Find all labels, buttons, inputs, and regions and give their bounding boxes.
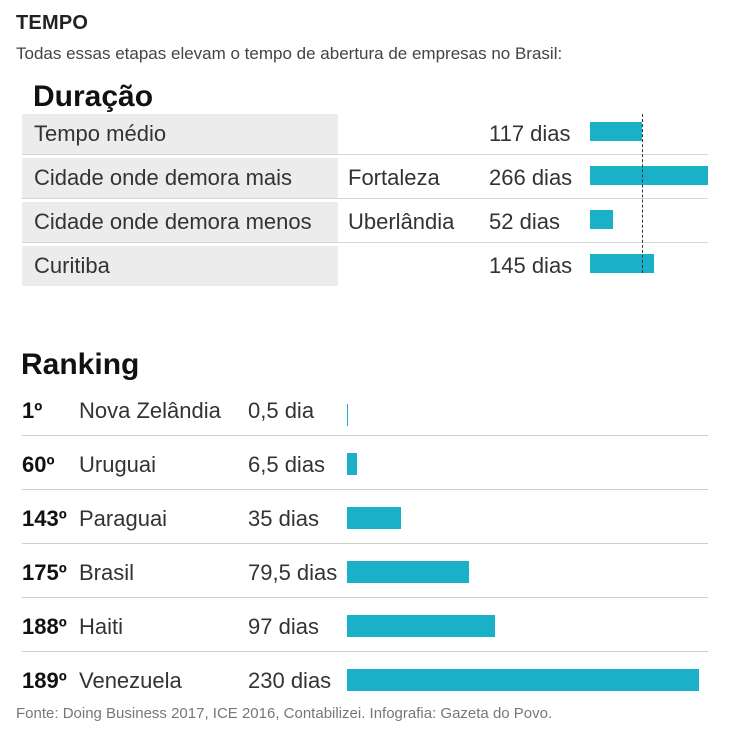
ranking-title: Ranking <box>21 348 140 381</box>
ranking-separator <box>22 435 708 436</box>
duration-row-days: 266 dias <box>489 165 573 190</box>
ranking-position: 188º <box>22 614 67 639</box>
duration-bar <box>590 254 655 273</box>
row-shade <box>22 246 338 286</box>
ranking-position: 143º <box>22 506 67 531</box>
duration-bar <box>590 122 642 141</box>
ranking-separator <box>22 597 708 598</box>
ranking-country: Uruguai <box>79 452 157 477</box>
ranking-bar <box>347 404 348 426</box>
duration-row: Cidade onde demora mais Fortaleza 266 dias <box>22 158 708 199</box>
ranking-bar <box>347 507 401 529</box>
row-shade <box>22 158 338 198</box>
ranking-days: 230 dias <box>248 668 332 693</box>
ranking-position: 189º <box>22 668 67 693</box>
ranking-country: Haiti <box>79 614 124 639</box>
source-note: Fonte: Doing Business 2017, ICE 2016, Co… <box>16 705 553 722</box>
duration-row-days: 117 dias <box>489 121 571 146</box>
average-reference-line <box>641 114 643 273</box>
ranking-row: 1º Nova Zelândia 0,5 dia <box>22 384 708 437</box>
duration-bar <box>590 210 614 229</box>
ranking-days: 0,5 dia <box>248 398 315 423</box>
ranking-bar <box>347 615 496 637</box>
duration-row: Curitiba 145 dias <box>22 246 708 286</box>
row-shade <box>22 202 338 242</box>
ranking-country: Paraguai <box>79 506 168 531</box>
duration-row-days: 145 dias <box>489 253 573 278</box>
ranking-bar <box>347 561 469 583</box>
duration-row-city: Fortaleza <box>348 165 440 190</box>
ranking-row: 143º Paraguai 35 dias <box>22 492 708 545</box>
duration-row: Tempo médio 117 dias <box>22 114 708 155</box>
duration-row-city: Uberlândia <box>348 209 455 234</box>
ranking-country: Brasil <box>79 560 135 585</box>
chart-subtitle: Todas essas etapas elevam o tempo de abe… <box>16 44 563 63</box>
ranking-days: 97 dias <box>248 614 319 639</box>
ranking-separator <box>22 651 708 652</box>
row-shade <box>22 114 338 154</box>
duration-row-label: Curitiba <box>34 253 110 278</box>
ranking-row: 175º Brasil 79,5 dias <box>22 546 708 599</box>
ranking-separator <box>22 543 708 544</box>
ranking-position: 175º <box>22 560 67 585</box>
ranking-days: 35 dias <box>248 506 319 531</box>
ranking-days: 6,5 dias <box>248 452 326 477</box>
ranking-row: 189º Venezuela 230 dias <box>22 654 708 707</box>
ranking-position: 60º <box>22 452 55 477</box>
duration-title: Duração <box>33 80 154 113</box>
chart-kicker: TEMPO <box>16 12 89 34</box>
duration-bar <box>590 166 708 185</box>
ranking-position: 1º <box>22 398 43 423</box>
ranking-bar <box>347 453 357 475</box>
ranking-row: 60º Uruguai 6,5 dias <box>22 438 708 491</box>
ranking-bar <box>347 669 699 691</box>
duration-row-days: 52 dias <box>489 209 560 234</box>
ranking-country: Venezuela <box>79 668 182 693</box>
ranking-days: 79,5 dias <box>248 560 338 585</box>
duration-row-label: Cidade onde demora menos <box>34 209 312 234</box>
ranking-country: Nova Zelândia <box>79 398 221 423</box>
duration-row-label: Cidade onde demora mais <box>34 165 293 190</box>
ranking-row: 188º Haiti 97 dias <box>22 600 708 653</box>
duration-row: Cidade onde demora menos Uberlândia 52 dia… <box>22 202 708 243</box>
ranking-separator <box>22 489 708 490</box>
duration-row-label: Tempo médio <box>34 121 167 146</box>
